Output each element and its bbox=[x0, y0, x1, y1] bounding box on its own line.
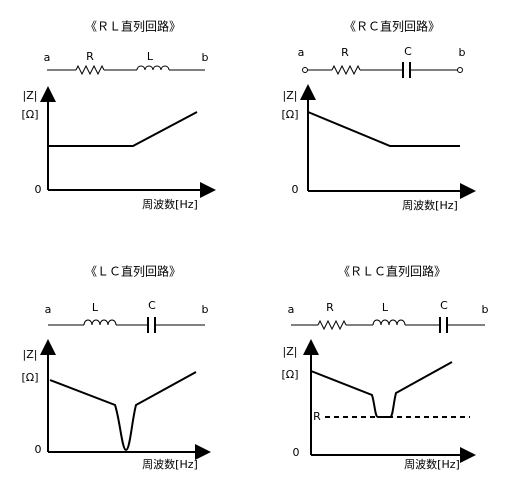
y-label: |Z| bbox=[23, 348, 38, 361]
x-label: 周波数[Hz] bbox=[142, 458, 198, 471]
impedance-curve bbox=[48, 111, 198, 147]
terminal-b: b bbox=[482, 303, 489, 316]
terminal-b: b bbox=[459, 46, 466, 59]
circuit bbox=[48, 317, 205, 333]
lc-panel: 《ＬＣ直列回路》 a b L C |Z| [Ω] 0 周波数[Hz] bbox=[22, 264, 211, 471]
terminal-b: b bbox=[202, 303, 209, 316]
x-label: 周波数[Hz] bbox=[402, 199, 458, 212]
circuit bbox=[47, 64, 205, 76]
origin: 0 bbox=[35, 183, 42, 196]
y-label: |Z| bbox=[23, 89, 38, 102]
y-unit: [Ω] bbox=[22, 108, 39, 121]
rlc-panel: 《ＲＬＣ直列回路》 a b R L C |Z| [Ω] 0 周波数[Hz] R bbox=[282, 264, 489, 472]
x-label: 周波数[Hz] bbox=[142, 198, 198, 211]
terminal-a: a bbox=[288, 303, 295, 316]
terminal-a: a bbox=[44, 51, 51, 64]
component-label: R bbox=[341, 46, 349, 59]
panel-title: 《ＬＣ直列回路》 bbox=[85, 264, 181, 279]
x-label: 周波数[Hz] bbox=[404, 458, 460, 471]
component-label: L bbox=[92, 301, 99, 314]
y-unit: [Ω] bbox=[282, 368, 299, 381]
component-label: C bbox=[440, 299, 448, 312]
component-label: R bbox=[86, 50, 94, 63]
terminal-a: a bbox=[45, 303, 52, 316]
circuit bbox=[291, 317, 485, 333]
component-label: L bbox=[382, 301, 389, 314]
rc-panel: 《ＲＣ直列回路》 a b R C |Z| [Ω] 0 周波数[Hz] bbox=[282, 19, 476, 212]
origin: 0 bbox=[293, 446, 300, 459]
y-label: |Z| bbox=[283, 89, 298, 102]
panel-title: 《ＲＬ直列回路》 bbox=[85, 19, 181, 34]
component-label: R bbox=[326, 301, 334, 314]
impedance-curve bbox=[307, 111, 460, 147]
panel-title: 《ＲＣ直列回路》 bbox=[344, 19, 440, 34]
terminal-b: b bbox=[202, 51, 209, 64]
y-unit: [Ω] bbox=[282, 108, 299, 121]
y-unit: [Ω] bbox=[22, 371, 39, 384]
circuit bbox=[302, 62, 463, 78]
y-label: |Z| bbox=[283, 345, 298, 358]
impedance-curve bbox=[49, 371, 197, 452]
rl-panel: 《ＲＬ直列回路》 a b R L |Z| [Ω] 0 周波数[Hz] bbox=[22, 19, 216, 211]
origin: 0 bbox=[292, 183, 299, 196]
panel-title: 《ＲＬＣ直列回路》 bbox=[338, 264, 446, 279]
level-label: R bbox=[313, 410, 321, 423]
impedance-curve bbox=[310, 361, 453, 418]
component-label: L bbox=[147, 50, 154, 63]
component-label: C bbox=[404, 45, 412, 58]
terminal-a: a bbox=[298, 46, 305, 59]
origin: 0 bbox=[35, 443, 42, 456]
component-label: C bbox=[148, 299, 156, 312]
